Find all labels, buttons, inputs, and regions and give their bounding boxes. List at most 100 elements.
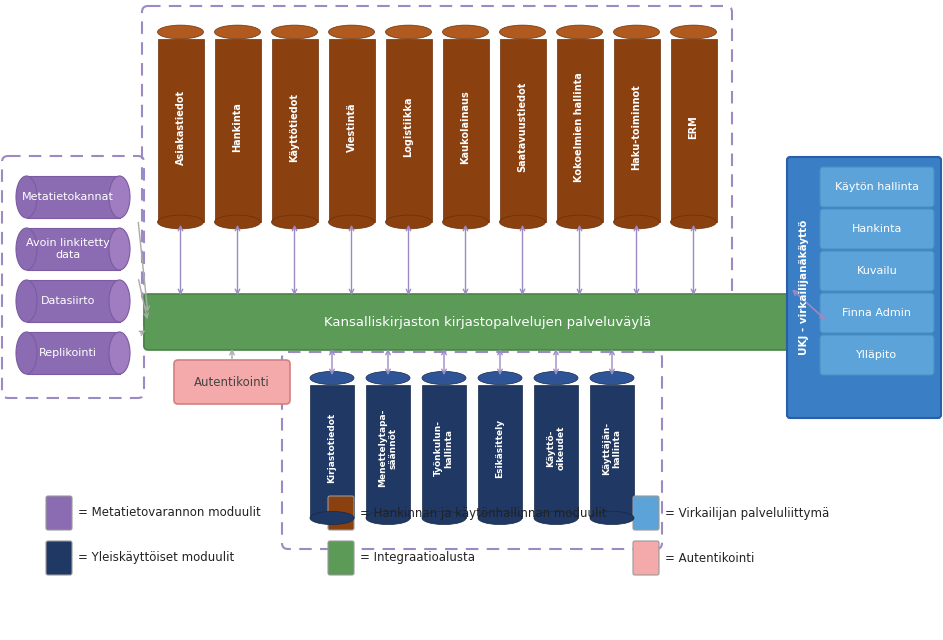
FancyBboxPatch shape — [633, 541, 659, 575]
Ellipse shape — [16, 332, 37, 374]
Text: Avoin linkitetty
data: Avoin linkitetty data — [25, 238, 109, 260]
FancyBboxPatch shape — [633, 496, 659, 530]
Bar — [386, 39, 432, 222]
Ellipse shape — [366, 511, 410, 525]
Bar — [26, 228, 120, 270]
Text: = Autentikointi: = Autentikointi — [665, 552, 754, 564]
Text: Datasiirto: Datasiirto — [41, 296, 95, 306]
Ellipse shape — [386, 215, 432, 229]
Text: Käyttäjän-
hallinta: Käyttäjän- hallinta — [603, 421, 621, 475]
Ellipse shape — [109, 280, 130, 322]
Ellipse shape — [310, 371, 354, 385]
Text: Kirjastotiedot: Kirjastotiedot — [327, 413, 337, 483]
Ellipse shape — [590, 511, 634, 525]
Ellipse shape — [670, 215, 717, 229]
FancyBboxPatch shape — [820, 167, 934, 207]
FancyBboxPatch shape — [820, 293, 934, 333]
Text: Logistiikka: Logistiikka — [404, 97, 413, 157]
Text: = Yleiskäyttöiset moduulit: = Yleiskäyttöiset moduulit — [78, 552, 234, 564]
Text: Ylläpito: Ylläpito — [856, 350, 898, 360]
Ellipse shape — [109, 228, 130, 270]
Ellipse shape — [442, 25, 488, 39]
Ellipse shape — [422, 371, 466, 385]
Ellipse shape — [500, 25, 545, 39]
FancyBboxPatch shape — [820, 251, 934, 291]
Bar — [614, 39, 659, 222]
Ellipse shape — [556, 215, 603, 229]
FancyBboxPatch shape — [787, 157, 941, 418]
Text: Viestintä: Viestintä — [346, 102, 356, 152]
Ellipse shape — [670, 25, 717, 39]
Ellipse shape — [556, 25, 603, 39]
Text: Käyttötiedot: Käyttötiedot — [290, 93, 300, 161]
Text: Hankinta: Hankinta — [233, 102, 242, 152]
Text: Työnkulun-
hallinta: Työnkulun- hallinta — [435, 420, 454, 476]
Ellipse shape — [422, 511, 466, 525]
Ellipse shape — [328, 25, 374, 39]
FancyBboxPatch shape — [328, 541, 354, 575]
Ellipse shape — [109, 332, 130, 374]
Ellipse shape — [16, 176, 37, 218]
Ellipse shape — [214, 25, 260, 39]
Text: Käytön hallinta: Käytön hallinta — [835, 182, 919, 192]
Bar — [500, 39, 545, 222]
Text: Replikointi: Replikointi — [39, 348, 97, 358]
FancyBboxPatch shape — [820, 335, 934, 375]
Ellipse shape — [272, 215, 318, 229]
Ellipse shape — [157, 25, 204, 39]
Ellipse shape — [442, 215, 488, 229]
Bar — [310, 385, 354, 518]
Ellipse shape — [478, 371, 522, 385]
Ellipse shape — [214, 215, 260, 229]
Ellipse shape — [534, 371, 578, 385]
Text: = Metatietovarannon moduulit: = Metatietovarannon moduulit — [78, 506, 261, 520]
FancyBboxPatch shape — [46, 496, 72, 530]
Ellipse shape — [386, 25, 432, 39]
Ellipse shape — [590, 371, 634, 385]
Bar — [366, 385, 410, 518]
Text: Kokoelmien hallinta: Kokoelmien hallinta — [574, 72, 585, 182]
Ellipse shape — [16, 280, 37, 322]
Bar — [272, 39, 318, 222]
Text: Autentikointi: Autentikointi — [194, 376, 270, 388]
Text: Metatietokannat: Metatietokannat — [22, 192, 114, 202]
Text: Kaukolainaus: Kaukolainaus — [460, 90, 471, 164]
Text: Asiakastiedot: Asiakastiedot — [175, 90, 186, 164]
Ellipse shape — [534, 511, 578, 525]
Bar — [328, 39, 374, 222]
Ellipse shape — [500, 215, 545, 229]
Bar — [442, 39, 488, 222]
Text: Kuvailu: Kuvailu — [856, 266, 898, 276]
Ellipse shape — [614, 215, 659, 229]
Bar — [478, 385, 522, 518]
Bar — [26, 332, 120, 374]
Text: Esikäsittely: Esikäsittely — [495, 419, 505, 477]
Bar — [556, 39, 603, 222]
Bar — [590, 385, 634, 518]
FancyBboxPatch shape — [820, 209, 934, 249]
Text: Finna Admin: Finna Admin — [842, 308, 912, 318]
Ellipse shape — [109, 176, 130, 218]
Bar — [534, 385, 578, 518]
Ellipse shape — [157, 215, 204, 229]
Bar — [670, 39, 717, 222]
Text: = Integraatioalusta: = Integraatioalusta — [360, 552, 475, 564]
Text: Käyttö-
oikeudet: Käyttö- oikeudet — [546, 426, 566, 470]
Text: Menettelytapa-
säännöt: Menettelytapa- säännöt — [378, 409, 398, 487]
Bar — [214, 39, 260, 222]
Text: Hankinta: Hankinta — [852, 224, 902, 234]
Text: ERM: ERM — [688, 115, 699, 139]
Ellipse shape — [310, 511, 354, 525]
FancyBboxPatch shape — [328, 496, 354, 530]
FancyBboxPatch shape — [144, 294, 832, 350]
Bar — [26, 280, 120, 322]
Bar — [157, 39, 204, 222]
Text: Haku-toiminnot: Haku-toiminnot — [632, 84, 641, 170]
Text: = Virkailijan palveluliittymä: = Virkailijan palveluliittymä — [665, 506, 829, 520]
Text: Saatavuustiedot: Saatavuustiedot — [518, 82, 527, 172]
Text: Kansalliskirjaston kirjastopalvelujen palveluväylä: Kansalliskirjaston kirjastopalvelujen pa… — [324, 316, 652, 328]
Text: UKJ - virkailijanäkäyttö: UKJ - virkailijanäkäyttö — [799, 220, 809, 355]
Text: = Hankinnan ja käytönhallinnan moduulit: = Hankinnan ja käytönhallinnan moduulit — [360, 506, 606, 520]
FancyBboxPatch shape — [174, 360, 290, 404]
Ellipse shape — [16, 228, 37, 270]
